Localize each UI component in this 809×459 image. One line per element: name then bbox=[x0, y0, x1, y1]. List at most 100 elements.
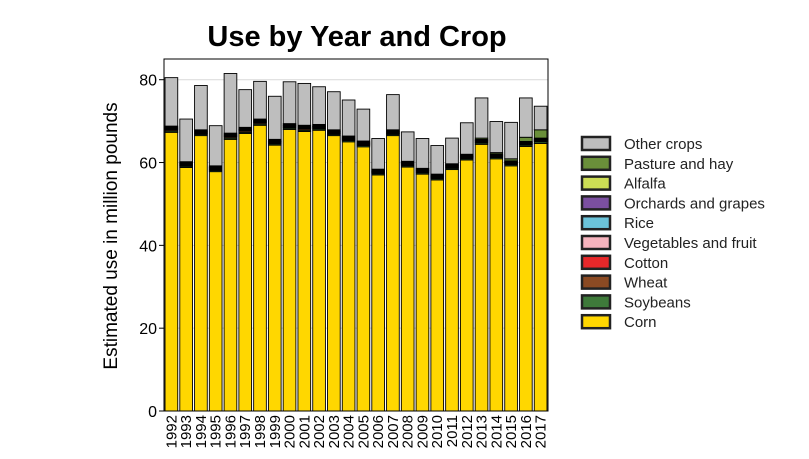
bar-segment bbox=[238, 133, 253, 412]
x-tick-label: 2004 bbox=[341, 415, 358, 448]
bar-stack-1998 bbox=[253, 80, 267, 412]
legend-label: Pasture and hay bbox=[624, 156, 734, 173]
x-tick-label: 2011 bbox=[444, 415, 461, 447]
bar-segment bbox=[179, 167, 193, 412]
x-tick-label: 1993 bbox=[178, 415, 195, 448]
x-tick-label: 2007 bbox=[385, 415, 402, 448]
legend-swatch bbox=[580, 313, 612, 330]
bar-stack-2009 bbox=[415, 138, 430, 412]
x-tick-label: 1992 bbox=[163, 415, 180, 448]
legend-item: Rice bbox=[580, 214, 654, 232]
bar-segment bbox=[474, 97, 489, 139]
bar-stack-1999 bbox=[267, 95, 282, 412]
bar-segment bbox=[445, 169, 459, 412]
legend-label: Orchards and grapes bbox=[624, 195, 765, 212]
bar-stack-2005 bbox=[356, 108, 371, 412]
legend-item: Corn bbox=[580, 313, 657, 331]
x-tick-label: 2016 bbox=[518, 415, 535, 448]
legend-label: Rice bbox=[624, 215, 654, 232]
bar-stack-2017 bbox=[533, 105, 548, 412]
bar-segment bbox=[386, 135, 400, 412]
bar-stack-2004 bbox=[341, 99, 356, 412]
y-tick-label: 0 bbox=[148, 404, 157, 421]
legend-item: Orchards and grapes bbox=[580, 195, 765, 212]
x-tick-label: 1999 bbox=[267, 415, 284, 448]
x-tick-label: 2000 bbox=[282, 415, 299, 448]
x-tick-label: 2009 bbox=[414, 415, 431, 448]
legend-swatch bbox=[580, 274, 612, 290]
bar-stack-1992 bbox=[164, 77, 179, 412]
bar-segment bbox=[341, 141, 356, 412]
bar-segment bbox=[327, 91, 341, 131]
legend-item: Cotton bbox=[580, 254, 668, 272]
bar-segment bbox=[533, 129, 548, 139]
x-tick-label: 2012 bbox=[459, 415, 476, 448]
legend-swatch bbox=[580, 254, 612, 271]
x-tick-label: 1997 bbox=[237, 415, 254, 448]
bar-segment bbox=[282, 128, 297, 412]
y-tick-label: 80 bbox=[139, 73, 157, 90]
legend-item: Other crops bbox=[580, 135, 702, 153]
bar-segment bbox=[327, 135, 341, 412]
legend-swatch bbox=[580, 234, 612, 251]
bar-segment bbox=[519, 145, 533, 412]
bar-segment bbox=[179, 118, 193, 163]
legend-label: Other crops bbox=[624, 136, 702, 153]
bar-stack-1997 bbox=[238, 89, 253, 412]
legend: Other crops Pasture and hay Alfalfa Orchard… bbox=[580, 135, 765, 331]
y-axis-label: Estimated use in million pounds bbox=[101, 102, 122, 369]
bar-segment bbox=[489, 121, 504, 154]
chart-title: Use by Year and Crop bbox=[207, 21, 506, 53]
bar-segment bbox=[194, 135, 208, 412]
bar-stack-1994 bbox=[194, 85, 208, 412]
bar-segment bbox=[504, 165, 518, 412]
bar-segment bbox=[415, 138, 430, 169]
legend-item: Wheat bbox=[580, 274, 668, 292]
y-tick-label: 20 bbox=[139, 321, 157, 338]
bar-segment bbox=[253, 80, 267, 120]
y-tick-label: 40 bbox=[139, 238, 157, 255]
bar-segment bbox=[459, 122, 474, 155]
bar-segment bbox=[341, 99, 356, 137]
x-tick-label: 2001 bbox=[296, 415, 313, 448]
x-tick-label: 1998 bbox=[252, 415, 269, 448]
legend-swatch bbox=[580, 175, 612, 191]
x-tick-label: 2002 bbox=[311, 415, 328, 448]
bar-stack-1996 bbox=[223, 73, 238, 412]
x-tick-label: 2017 bbox=[533, 415, 550, 448]
bar-segment bbox=[253, 124, 267, 412]
bar-stack-2015 bbox=[504, 121, 518, 412]
bar-segment bbox=[415, 173, 430, 412]
bar-segment bbox=[356, 108, 371, 142]
bar-stack-2003 bbox=[327, 91, 341, 412]
bar-segment bbox=[533, 105, 548, 131]
bar-segment bbox=[164, 77, 179, 127]
bar-segment bbox=[533, 143, 548, 412]
bar-segment bbox=[474, 143, 489, 412]
bars bbox=[164, 73, 548, 412]
bar-stack-2014 bbox=[489, 121, 504, 412]
bar-stack-2001 bbox=[297, 82, 312, 412]
bar-segment bbox=[430, 145, 445, 175]
x-tick-label: 2003 bbox=[326, 415, 343, 448]
legend-swatch bbox=[580, 214, 612, 231]
bar-segment bbox=[297, 131, 312, 412]
bar-segment bbox=[164, 131, 179, 412]
legend-swatch bbox=[580, 135, 612, 152]
x-tick-label: 1994 bbox=[193, 415, 210, 448]
legend-item: Soybeans bbox=[580, 294, 691, 311]
bar-segment bbox=[312, 129, 326, 412]
bar-stack-2007 bbox=[386, 94, 400, 412]
x-tick-label: 2014 bbox=[488, 415, 505, 448]
bar-stack-2000 bbox=[282, 81, 297, 412]
x-axis-ticks: 1992199319941995199619971998199920002001… bbox=[163, 415, 549, 448]
legend-label: Corn bbox=[624, 314, 657, 331]
bar-segment bbox=[208, 125, 223, 167]
bar-segment bbox=[208, 171, 223, 412]
x-tick-label: 2005 bbox=[355, 415, 372, 448]
bar-segment bbox=[194, 85, 208, 131]
legend-label: Soybeans bbox=[624, 294, 691, 311]
bar-stack-2006 bbox=[371, 138, 385, 412]
bar-stack-2010 bbox=[430, 145, 445, 412]
